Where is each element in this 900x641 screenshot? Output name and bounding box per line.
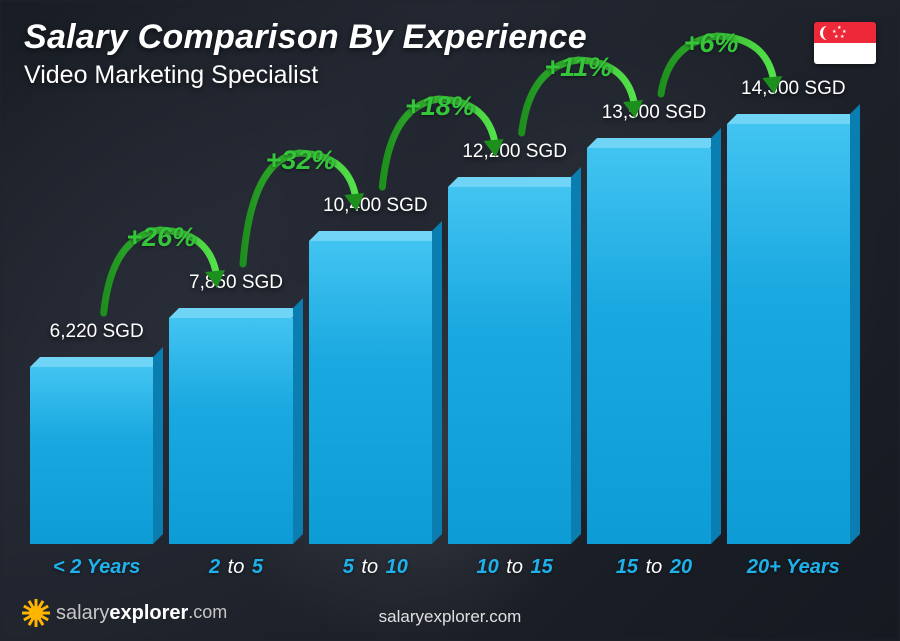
logo-text-pre: salary xyxy=(56,602,109,625)
page-subtitle: Video Marketing Specialist xyxy=(24,61,587,90)
bar-column: 13,500 SGD15 to 20 xyxy=(587,109,720,579)
bar-column: 7,850 SGD2 to 5 xyxy=(169,109,302,579)
bar xyxy=(309,231,442,544)
logo-text-bold: explorer xyxy=(109,602,188,625)
bar xyxy=(727,114,860,544)
increase-percent-label: +6% xyxy=(684,28,739,59)
bar-column: 12,200 SGD10 to 15 xyxy=(448,109,581,579)
increase-percent-label: +32% xyxy=(266,145,336,176)
bar-column: 6,220 SGD< 2 Years xyxy=(30,109,163,579)
footer-site-url: salaryexplorer.com xyxy=(379,607,522,627)
bar-value-label: 6,220 SGD xyxy=(3,321,190,343)
bar-category-label: 2 to 5 xyxy=(209,556,263,579)
bar-value-label: 7,850 SGD xyxy=(143,272,330,294)
increase-percent-label: +26% xyxy=(126,222,196,253)
bar-category-label: 10 to 15 xyxy=(476,556,552,579)
bar-category-label: < 2 Years xyxy=(53,556,140,579)
page-title: Salary Comparison By Experience xyxy=(24,18,587,57)
bar-value-label: 10,400 SGD xyxy=(282,195,469,217)
sun-icon xyxy=(22,599,50,627)
bar-value-label: 14,300 SGD xyxy=(700,78,887,100)
country-flag-singapore: ★ ★ ★ ★ ★ xyxy=(814,22,876,64)
bar xyxy=(448,177,581,544)
bar-column: 10,400 SGD5 to 10 xyxy=(309,109,442,579)
increase-percent-label: +11% xyxy=(544,52,612,83)
bar-value-label: 13,500 SGD xyxy=(561,102,748,124)
bar-category-label: 20+ Years xyxy=(747,556,840,579)
bar xyxy=(587,138,720,544)
header: Salary Comparison By Experience Video Ma… xyxy=(24,18,587,90)
footer-logo: salary explorer .com xyxy=(22,599,227,627)
bar-value-label: 12,200 SGD xyxy=(421,141,608,163)
bar xyxy=(30,357,163,544)
logo-text-suffix: .com xyxy=(188,602,227,625)
bar-column: 14,300 SGD20+ Years xyxy=(727,109,860,579)
salary-bar-chart: 6,220 SGD< 2 Years7,850 SGD2 to 510,400 … xyxy=(30,109,860,579)
bar xyxy=(169,308,302,544)
bar-category-label: 15 to 20 xyxy=(616,556,692,579)
bar-category-label: 5 to 10 xyxy=(343,556,408,579)
increase-percent-label: +18% xyxy=(405,91,475,122)
